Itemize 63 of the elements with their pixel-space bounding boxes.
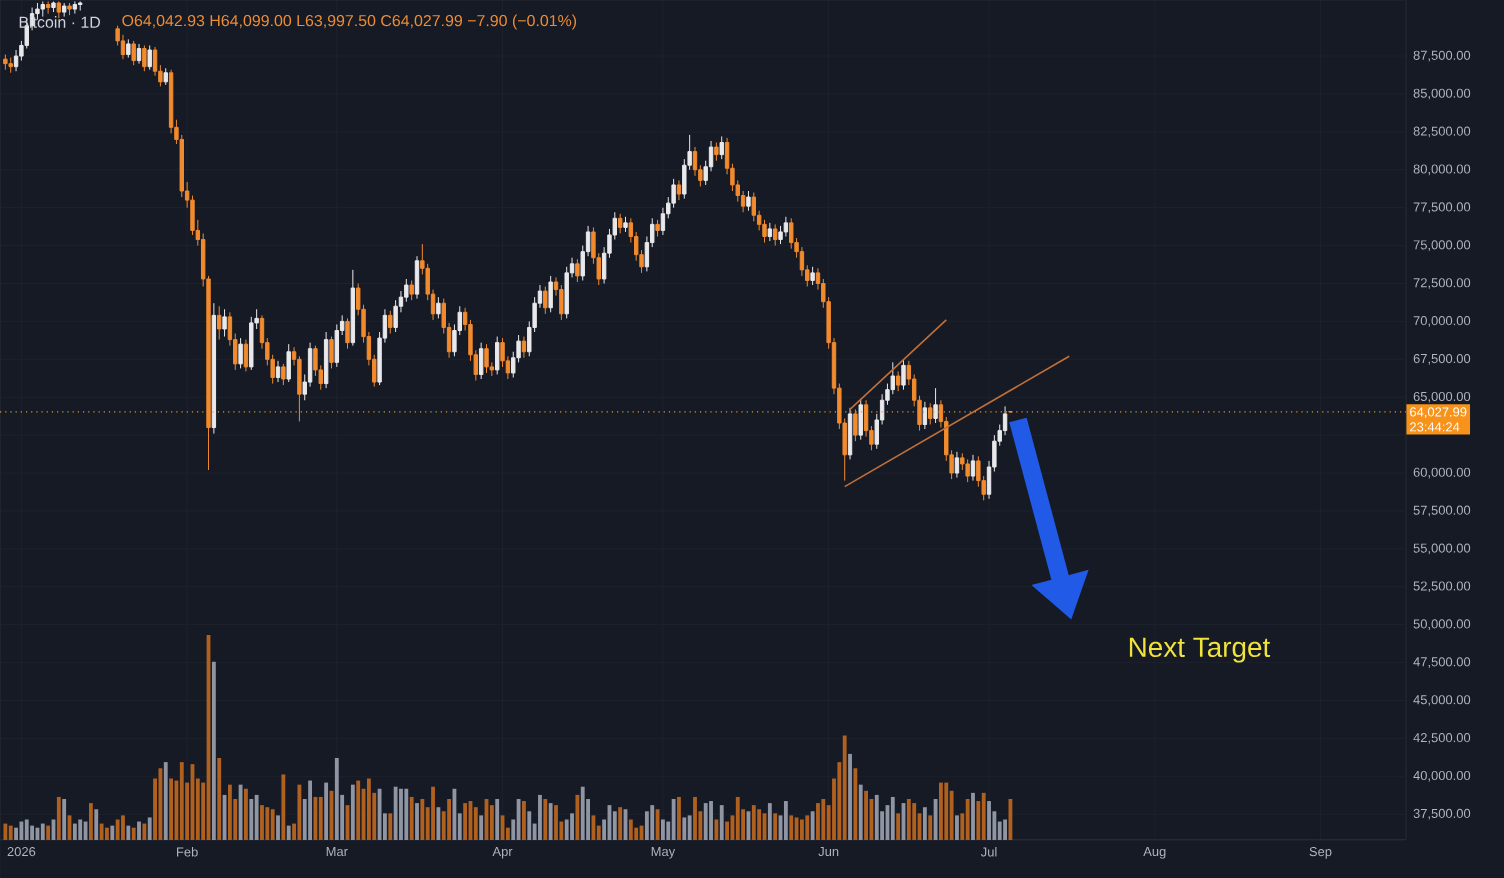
candlestick — [714, 141, 719, 162]
candlestick — [168, 69, 174, 134]
candlestick — [350, 269, 356, 347]
candlestick — [67, 2, 72, 16]
candlestick — [323, 331, 329, 389]
candlestick — [623, 216, 628, 233]
candlestick — [136, 43, 142, 65]
candlestick — [970, 454, 976, 482]
candlestick — [783, 216, 789, 237]
candlestick — [671, 178, 676, 209]
candlestick — [334, 323, 340, 368]
candlestick — [895, 370, 901, 392]
candlestick — [147, 44, 152, 71]
candlestick — [559, 284, 564, 321]
candlestick — [40, 0, 45, 18]
candlestick — [414, 255, 420, 300]
candlestick — [8, 57, 13, 74]
candlestick — [120, 34, 126, 60]
candlestick — [746, 190, 751, 212]
candlestick — [789, 217, 794, 250]
candlestick — [575, 258, 580, 283]
candlestick — [286, 343, 291, 383]
candlestick — [772, 223, 778, 247]
annotation: Next Target — [1129, 637, 1271, 663]
candlestick — [78, 2, 83, 12]
candlestick — [13, 49, 19, 72]
candlestick — [976, 455, 981, 488]
candlestick — [960, 452, 965, 471]
candlestick — [933, 387, 938, 424]
candlestick — [61, 2, 67, 18]
candlestick — [275, 360, 281, 383]
candlestick — [521, 336, 527, 359]
candlestick — [307, 342, 313, 388]
candlestick — [928, 402, 933, 426]
candlestick — [847, 407, 853, 460]
candlestick — [500, 337, 505, 368]
candlestick — [965, 458, 970, 483]
candlestick — [478, 342, 484, 380]
candlestick — [393, 299, 398, 333]
candlestick — [767, 222, 773, 242]
candlestick — [297, 355, 302, 422]
candlestick — [676, 179, 682, 201]
candlestick — [152, 46, 158, 77]
candlestick — [404, 278, 409, 303]
candlestick — [126, 38, 131, 59]
candlestick — [222, 308, 227, 338]
candlestick — [56, 0, 62, 19]
candlestick — [163, 67, 168, 86]
candlestick — [249, 316, 254, 371]
candlestick — [329, 336, 334, 369]
candlestick — [954, 451, 960, 479]
candlestick — [409, 279, 414, 301]
candlestick — [799, 246, 805, 277]
candlestick — [313, 345, 318, 377]
candlestick — [243, 339, 249, 372]
candlestick — [810, 266, 815, 286]
candlestick — [853, 408, 858, 442]
candlestick — [211, 302, 217, 435]
candlestick — [1002, 405, 1008, 436]
candlestick — [216, 305, 222, 341]
candlestick — [484, 343, 489, 374]
candlestick — [682, 158, 687, 200]
candlestick — [281, 363, 286, 386]
